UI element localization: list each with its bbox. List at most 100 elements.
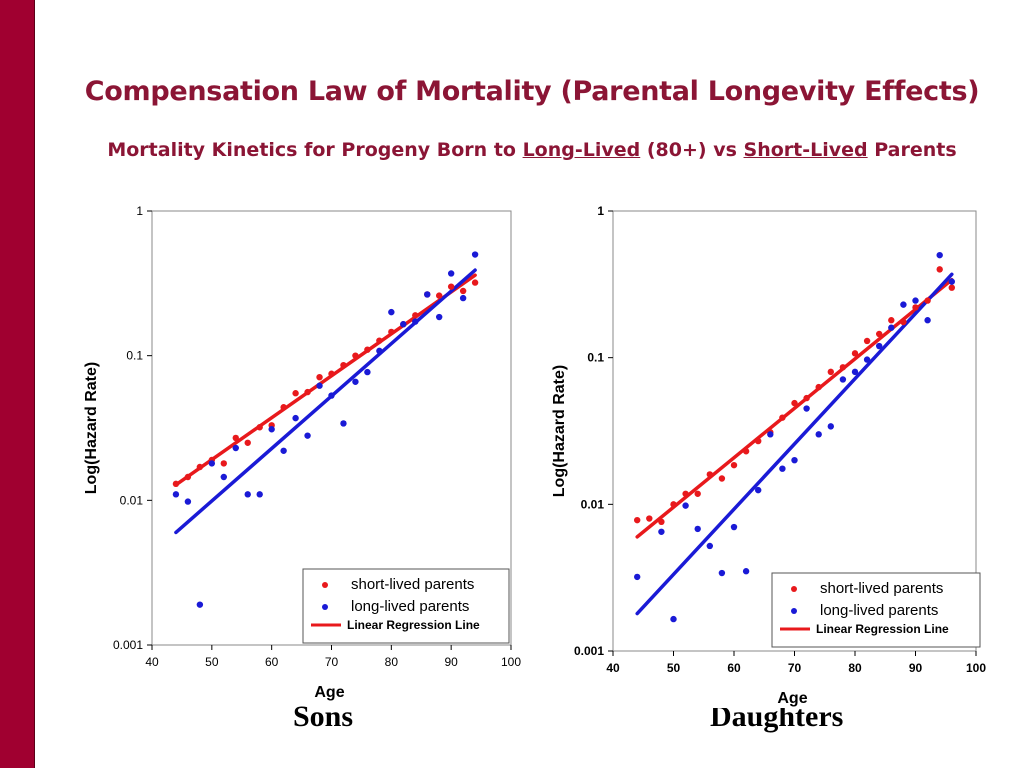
y-tick-label: 1: [597, 204, 604, 218]
data-point: [244, 491, 251, 498]
data-point: [208, 460, 216, 467]
data-point: [184, 473, 192, 481]
data-point: [634, 573, 641, 581]
x-tick-label: 70: [788, 661, 802, 675]
data-point: [742, 568, 750, 575]
x-tick-label: 40: [606, 661, 620, 675]
data-point: [694, 525, 701, 533]
legend-label: long-lived parents: [351, 598, 469, 615]
legend-marker: [322, 604, 328, 610]
data-point: [876, 330, 883, 338]
x-tick-label: 90: [909, 661, 923, 675]
y-tick-label: 0.01: [120, 493, 144, 507]
y-tick-label: 1: [136, 204, 143, 218]
data-point: [328, 392, 335, 399]
sidebar-bar: [0, 0, 35, 768]
x-tick-label: 100: [966, 661, 986, 675]
data-point: [912, 304, 919, 311]
data-point: [706, 542, 713, 550]
x-axis-label: Age: [314, 684, 344, 701]
data-point: [863, 337, 871, 345]
data-point: [447, 270, 455, 277]
data-point: [803, 394, 810, 402]
data-point: [376, 337, 383, 344]
data-point: [447, 283, 455, 290]
subtitle-long-lived: Long-Lived: [522, 139, 641, 161]
data-point: [184, 498, 192, 505]
data-point: [815, 383, 822, 391]
y-tick-label: 0.001: [574, 644, 604, 658]
legend-box: [771, 572, 981, 648]
data-point: [815, 431, 822, 438]
legend-line-label: Linear Regression Line: [347, 618, 480, 632]
data-point: [827, 368, 834, 376]
x-tick-label: 70: [325, 655, 339, 669]
data-point: [924, 297, 931, 304]
data-point: [851, 350, 859, 357]
legend-marker: [791, 608, 797, 614]
data-point: [316, 382, 323, 389]
data-point: [340, 420, 347, 427]
data-point: [718, 475, 726, 482]
data-point: [400, 321, 407, 328]
data-point: [292, 414, 299, 422]
x-tick-label: 40: [145, 655, 159, 669]
x-tick-label: 90: [444, 655, 458, 669]
data-point: [912, 297, 919, 304]
data-point: [424, 291, 431, 298]
data-point: [196, 601, 204, 608]
data-point: [924, 317, 931, 324]
data-point: [730, 523, 738, 531]
subtitle-middle: (80+) vs: [640, 139, 744, 161]
slide-title: Compensation Law of Mortality (Parental …: [84, 76, 980, 107]
data-point: [280, 447, 287, 454]
data-point: [376, 347, 383, 355]
data-point: [694, 490, 701, 497]
data-point: [706, 471, 713, 478]
data-point: [900, 318, 907, 326]
data-point: [851, 368, 859, 376]
data-point: [388, 308, 395, 316]
legend-label: long-lived parents: [820, 602, 938, 619]
y-axis-label: Log(Hazard Rate): [551, 365, 568, 497]
data-point: [364, 368, 371, 376]
regression-line: [635, 277, 954, 539]
data-point: [900, 301, 907, 308]
data-point: [232, 434, 239, 442]
daughters-caption: Daughters: [710, 700, 844, 733]
data-point: [304, 432, 311, 439]
data-point: [730, 461, 738, 469]
data-point: [634, 516, 641, 524]
data-point: [244, 439, 251, 446]
sons-caption: Sons: [293, 700, 354, 733]
data-point: [839, 364, 847, 371]
data-point: [256, 491, 263, 498]
legend-label: short-lived parents: [820, 580, 943, 597]
subtitle-suffix: Parents: [867, 139, 957, 161]
x-tick-label: 80: [385, 655, 399, 669]
x-tick-label: 100: [501, 655, 521, 669]
data-point: [839, 376, 847, 383]
regression-line: [174, 268, 477, 535]
data-point: [436, 292, 443, 299]
data-point: [888, 324, 895, 331]
data-point: [863, 356, 871, 363]
data-point: [220, 460, 227, 467]
data-point: [888, 317, 895, 324]
x-tick-label: 80: [848, 661, 862, 675]
legend-line-label: Linear Regression Line: [816, 622, 949, 636]
data-point: [948, 284, 955, 291]
data-point: [412, 312, 419, 319]
legend-label: short-lived parents: [351, 576, 474, 593]
subtitle-prefix: Mortality Kinetics for Progeny Born to: [107, 139, 523, 161]
data-point: [803, 405, 810, 412]
data-point: [328, 370, 335, 377]
legend-marker: [322, 582, 328, 588]
regression-line: [174, 273, 477, 487]
data-point: [718, 569, 726, 577]
data-point: [352, 378, 359, 385]
data-point: [459, 287, 467, 295]
data-point: [682, 502, 689, 509]
data-point: [340, 361, 347, 369]
y-axis-label: Log(Hazard Rate): [83, 362, 100, 494]
